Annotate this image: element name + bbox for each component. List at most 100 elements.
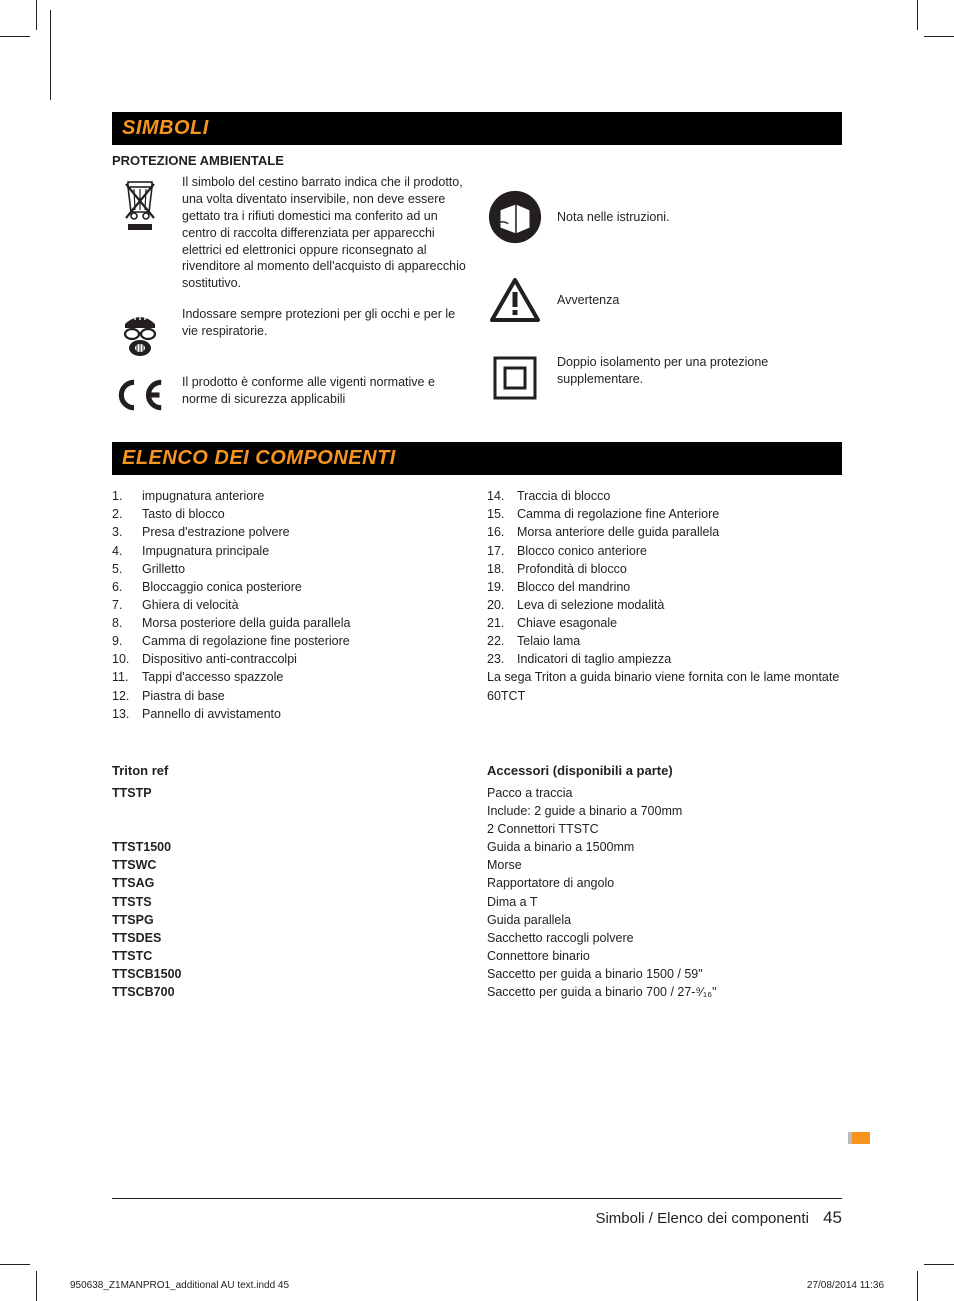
component-text: Tappi d'accesso spazzole (142, 668, 467, 686)
component-text: Impugnatura principale (142, 542, 467, 560)
footer-rule (112, 1198, 842, 1199)
symbol-text-warning: Avvertenza (557, 292, 842, 309)
symbol-text-manual: Nota nelle istruzioni. (557, 209, 842, 226)
component-text: Bloccaggio conica posteriore (142, 578, 467, 596)
component-text: Pannello di avvistamento (142, 705, 467, 723)
acc-ref (112, 802, 467, 820)
slug-left: 950638_Z1MANPRO1_additional AU text.indd… (70, 1280, 289, 1291)
section-bar-elenco: ELENCO DEI COMPONENTI (112, 442, 842, 475)
component-text: Piastra di base (142, 687, 467, 705)
component-num: 14. (487, 487, 517, 505)
component-num: 5. (112, 560, 142, 578)
acc-list-right: Pacco a tracciaInclude: 2 guide a binari… (487, 784, 842, 1002)
slug-right: 27/08/2014 11:36 (807, 1280, 884, 1291)
symbol-row-ce: Il prodotto è conforme alle vigenti norm… (112, 374, 467, 416)
acc-ref (112, 820, 467, 838)
component-text: Traccia di blocco (517, 487, 842, 505)
component-num: 9. (112, 632, 142, 650)
component-text: Indicatori di taglio ampiezza (517, 650, 842, 668)
symbol-text-weee: Il simbolo del cestino barrato indica ch… (182, 174, 467, 292)
crop-mark (36, 1271, 37, 1301)
component-text: Presa d'estrazione polvere (142, 523, 467, 541)
component-text: Ghiera di velocità (142, 596, 467, 614)
acc-desc: Dima a T (487, 893, 842, 911)
acc-ref: TTSPG (112, 911, 467, 929)
component-text: Blocco del mandrino (517, 578, 842, 596)
component-row: 2.Tasto di blocco (112, 505, 467, 523)
component-num: 23. (487, 650, 517, 668)
acc-ref: TTSAG (112, 874, 467, 892)
component-text: Dispositivo anti-contraccolpi (142, 650, 467, 668)
crop-mark (924, 1264, 954, 1265)
acc-desc: Guida parallela (487, 911, 842, 929)
ce-icon (112, 374, 168, 416)
component-row: 18.Profondità di blocco (487, 560, 842, 578)
acc-ref: TTSDES (112, 929, 467, 947)
crop-mark (917, 1271, 918, 1301)
acc-list-left: TTSTP TTST1500TTSWCTTSAGTTSTSTTSPGTTSDES… (112, 784, 467, 1002)
acc-ref: TTSCB1500 (112, 965, 467, 983)
acc-desc: Saccetto per guida a binario 700 / 27-⁹⁄… (487, 983, 842, 1001)
section-bar-simboli: SIMBOLI (112, 112, 842, 145)
component-text: Tasto di blocco (142, 505, 467, 523)
component-row: 6.Bloccaggio conica posteriore (112, 578, 467, 596)
component-num: 20. (487, 596, 517, 614)
component-num: 7. (112, 596, 142, 614)
component-text: Morsa anteriore delle guida parallela (517, 523, 842, 541)
component-row: 15.Camma di regolazione fine Anteriore (487, 505, 842, 523)
warning-icon (487, 276, 543, 324)
component-row: 17.Blocco conico anteriore (487, 542, 842, 560)
subhead-protezione: PROTEZIONE AMBIENTALE (112, 153, 842, 168)
read-manual-icon (487, 188, 543, 246)
component-num: 18. (487, 560, 517, 578)
symbol-text-ce: Il prodotto è conforme alle vigenti norm… (182, 374, 467, 416)
component-row: 5.Grilletto (112, 560, 467, 578)
acc-ref: TTSTC (112, 947, 467, 965)
acc-desc: Include: 2 guide a binario a 700mm (487, 802, 842, 820)
component-row: 1.impugnatura anteriore (112, 487, 467, 505)
component-row: 9.Camma di regolazione fine posteriore (112, 632, 467, 650)
acc-ref: TTSCB700 (112, 983, 467, 1001)
component-row: 3.Presa d'estrazione polvere (112, 523, 467, 541)
acc-desc: Connettore binario (487, 947, 842, 965)
component-row: 8.Morsa posteriore della guida parallela (112, 614, 467, 632)
language-flag (852, 1132, 870, 1144)
component-text: Leva di selezione modalità (517, 596, 842, 614)
component-list-right: 14.Traccia di blocco15.Camma di regolazi… (487, 487, 842, 668)
component-num: 3. (112, 523, 142, 541)
component-num: 12. (112, 687, 142, 705)
acc-desc: Pacco a traccia (487, 784, 842, 802)
acc-desc: Saccetto per guida a binario 1500 / 59" (487, 965, 842, 983)
crop-mark (0, 1264, 30, 1265)
component-row: 13.Pannello di avvistamento (112, 705, 467, 723)
component-row: 22.Telaio lama (487, 632, 842, 650)
component-row: 12.Piastra di base (112, 687, 467, 705)
component-row: 14.Traccia di blocco (487, 487, 842, 505)
acc-ref: TTST1500 (112, 838, 467, 856)
component-num: 4. (112, 542, 142, 560)
component-text: Camma di regolazione fine posteriore (142, 632, 467, 650)
acc-desc: 2 Connettori TTSTC (487, 820, 842, 838)
acc-head-left: Triton ref (112, 763, 467, 778)
acc-desc: Sacchetto raccogli polvere (487, 929, 842, 947)
acc-desc: Guida a binario a 1500mm (487, 838, 842, 856)
component-text: Chiave esagonale (517, 614, 842, 632)
component-row: 20.Leva di selezione modalità (487, 596, 842, 614)
footer-page-number: 45 (823, 1208, 842, 1227)
component-row: 19.Blocco del mandrino (487, 578, 842, 596)
symbol-text-doubleins: Doppio isolamento per una protezione sup… (557, 354, 842, 402)
acc-ref: TTSTP (112, 784, 467, 802)
component-text: Blocco conico anteriore (517, 542, 842, 560)
component-num: 17. (487, 542, 517, 560)
symbol-row-weee: Il simbolo del cestino barrato indica ch… (112, 174, 467, 292)
symbol-row-manual: Nota nelle istruzioni. (487, 188, 842, 246)
crop-mark (924, 36, 954, 37)
component-text: Grilletto (142, 560, 467, 578)
acc-desc: Rapportatore di angolo (487, 874, 842, 892)
crop-mark (0, 36, 30, 37)
component-text: Profondità di blocco (517, 560, 842, 578)
footer-text: Simboli / Elenco dei componenti 45 (595, 1208, 842, 1228)
component-row: 21.Chiave esagonale (487, 614, 842, 632)
component-text: Telaio lama (517, 632, 842, 650)
acc-ref: TTSWC (112, 856, 467, 874)
